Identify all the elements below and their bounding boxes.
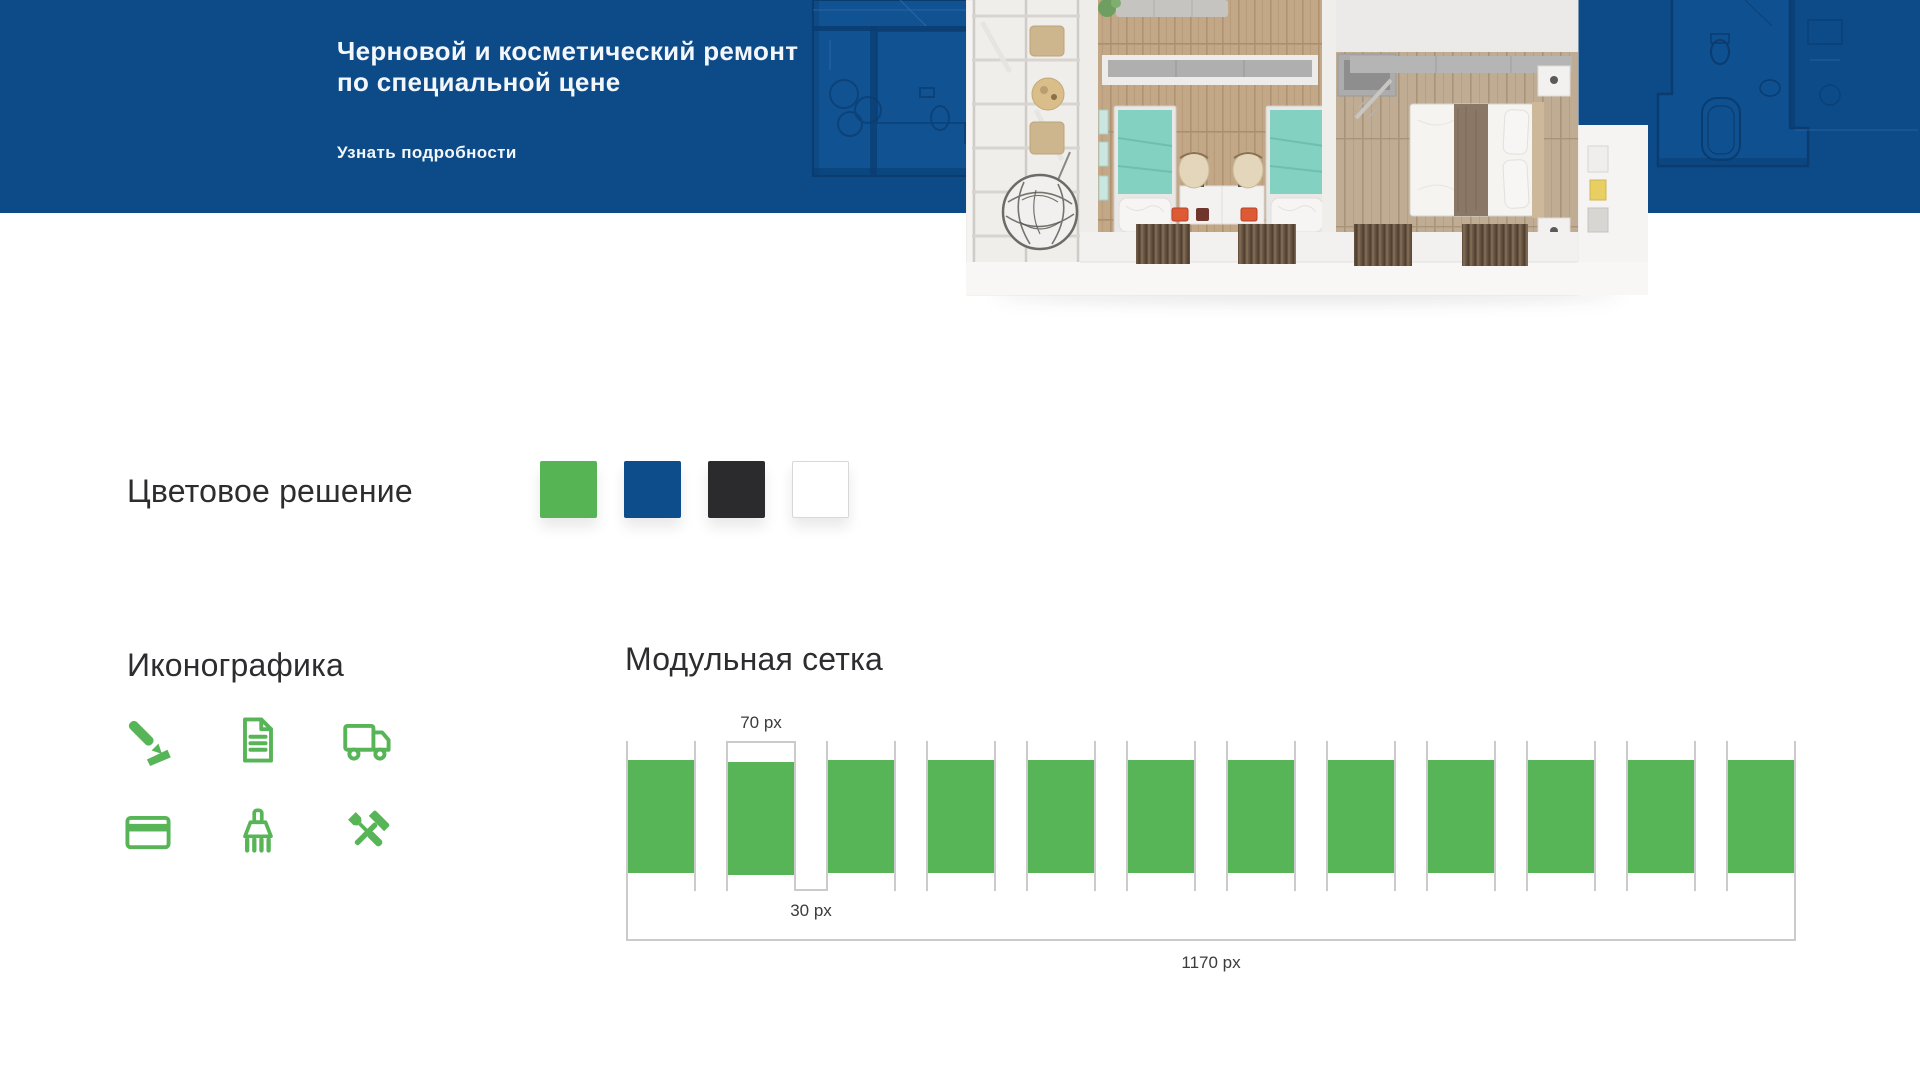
grid-column [726,741,796,891]
gutter-bracket [796,741,826,891]
brush-icon [232,806,284,858]
modular-grid-graphic: 70 px 30 px 1170 px [626,713,1796,991]
double-bed [1409,102,1544,218]
kids-bed-2 [1265,105,1329,237]
color-swatches [540,461,849,518]
hanging-chair [1001,151,1079,251]
grid-section-title: Модульная сетка [625,641,883,677]
apartment-3d-render-image [966,0,1648,296]
swatch-brand-green [540,461,597,518]
grid-column [1026,741,1096,891]
hero-banner: Черновой и косметический ремонт по специ… [0,0,1920,213]
credit-card-icon [122,806,174,858]
grid-column [926,741,996,891]
column-width-label: 70 px [740,713,782,732]
grid-column [1526,741,1596,891]
grid-column [1626,741,1696,891]
kids-bed-1 [1113,105,1177,237]
blueprint-drawing-left [812,0,978,177]
banner-title-line1: Черновой и косметический ремонт [337,36,799,66]
icons-section-title: Иконографика [127,647,344,683]
grid-column [1326,741,1396,891]
banner-title: Черновой и косметический ремонт по специ… [337,36,798,98]
grid-column [1726,741,1796,891]
blueprint-drawing-right [1656,0,1918,168]
swatch-brand-white [792,461,849,518]
grid-column [1126,741,1196,891]
grid-column [826,741,896,891]
banner-title-line2: по специальной цене [337,67,621,97]
total-width-label: 1170 px [1181,953,1241,972]
swatch-brand-blue [624,461,681,518]
colors-section-title: Цветовое решение [127,473,413,509]
document-icon [232,714,284,766]
grid-column [626,741,696,891]
grid-columns [626,741,1796,891]
banner-cta-link[interactable]: Узнать подробности [337,143,517,162]
pencil-edit-icon [122,714,174,766]
swatch-brand-dark [708,461,765,518]
gutter-label: 30 px [790,901,832,920]
truck-icon [342,714,394,766]
tools-icon [342,806,394,858]
grid-column [1226,741,1296,891]
iconography-grid [122,714,394,858]
grid-column [1426,741,1496,891]
